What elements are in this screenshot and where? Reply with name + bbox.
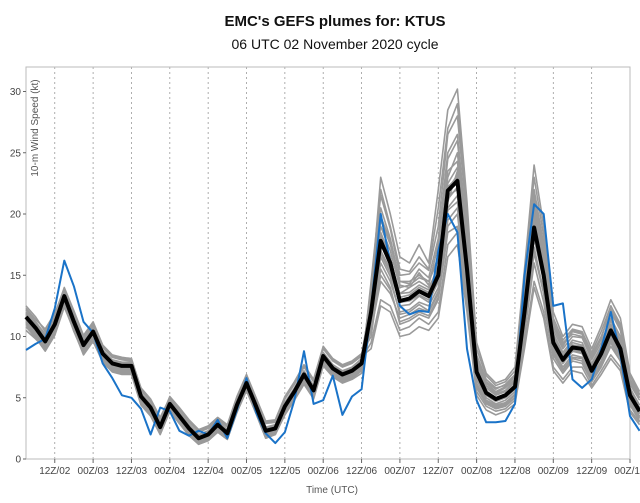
control-run: [25, 203, 640, 445]
y-tick-label: 15: [10, 271, 22, 282]
series-line-control: [25, 203, 640, 445]
y-tick-label: 10: [10, 332, 22, 343]
y-tick-label: 25: [10, 148, 22, 159]
x-axis: 12Z/02 00Z/03 12Z/03 00Z/04 12Z/04 00Z/05 12Z/…: [39, 459, 640, 477]
series-line-member-13: [25, 225, 640, 431]
x-tick-label: 00Z/06: [308, 466, 340, 477]
x-tick-label: 12Z/05: [269, 466, 301, 477]
x-tick-label: 12Z/07: [423, 466, 455, 477]
series-line-member-16: [25, 243, 640, 433]
series-line-ensemble-mean: [24, 178, 640, 441]
x-tick-label: 12Z/04: [193, 466, 225, 477]
plot-frame: [25, 66, 631, 460]
series-line-member-20: [25, 207, 640, 443]
x-tick-label: 12Z/06: [346, 466, 378, 477]
chart-title: EMC's GEFS plumes for: KTUS: [224, 13, 445, 30]
x-tick-label: 12Z/09: [576, 466, 608, 477]
chart-subtitle: 06 UTC 02 November 2020 cycle: [232, 36, 439, 52]
y-tick-label: 0: [15, 455, 21, 466]
x-tick-label: 00Z/03: [78, 466, 110, 477]
x-tick-label: 12Z/03: [116, 466, 148, 477]
x-tick-label: 12Z/02: [39, 466, 71, 477]
x-tick-label: 12Z/08: [499, 466, 531, 477]
x-tick-label: 00Z/04: [154, 466, 186, 477]
y-tick-label: 20: [10, 210, 22, 221]
x-axis-title: Time (UTC): [306, 485, 358, 496]
y-tick-label: 30: [10, 87, 22, 98]
ensemble-mean: [24, 178, 640, 441]
y-axis: 0 5 10 15 20 25 30: [10, 87, 26, 466]
y-axis-title: 10-m Wind Speed (kt): [30, 79, 41, 176]
y-tick-label: 5: [15, 393, 21, 404]
x-tick-label: 00Z/09: [538, 466, 570, 477]
x-tick-label: 00Z/07: [384, 466, 416, 477]
x-tick-label: 00Z/08: [461, 466, 493, 477]
x-tick-label: 00Z/10: [614, 466, 640, 477]
x-tick-label: 00Z/05: [231, 466, 263, 477]
